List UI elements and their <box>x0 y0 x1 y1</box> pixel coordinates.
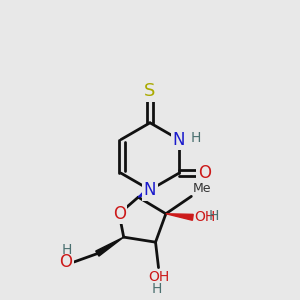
Text: N: N <box>144 181 156 199</box>
Text: O: O <box>198 164 211 182</box>
Text: OH: OH <box>148 270 169 284</box>
Text: N: N <box>173 130 185 148</box>
Polygon shape <box>166 214 193 220</box>
Text: H: H <box>190 131 201 145</box>
Text: O: O <box>59 253 73 271</box>
Polygon shape <box>96 237 124 256</box>
Text: H: H <box>152 282 162 296</box>
Text: Me: Me <box>193 182 211 195</box>
Text: H: H <box>208 209 219 223</box>
Text: H: H <box>62 243 73 257</box>
Text: O: O <box>113 205 126 223</box>
Text: S: S <box>144 82 156 100</box>
Text: OH: OH <box>194 210 216 224</box>
Polygon shape <box>138 187 152 197</box>
